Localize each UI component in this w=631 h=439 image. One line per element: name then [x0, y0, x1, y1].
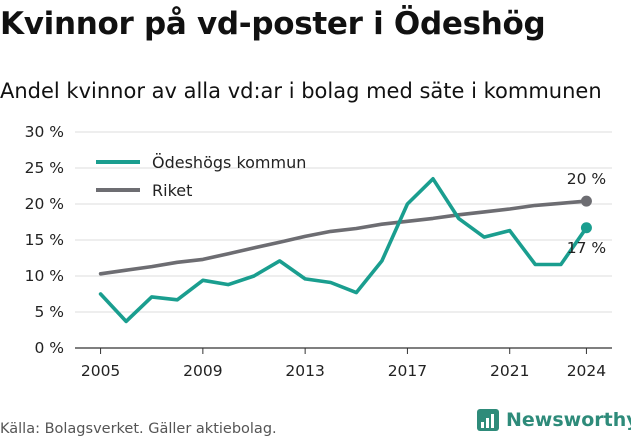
page-subtitle: Andel kvinnor av alla vd:ar i bolag med … — [0, 79, 602, 103]
x-tick-label: 2009 — [183, 362, 222, 380]
brand-name: Newsworthy — [506, 409, 631, 431]
x-tick-label: 2021 — [490, 362, 529, 380]
brand-logo: Newsworthy — [476, 408, 631, 432]
y-tick-label: 0 % — [34, 339, 64, 357]
newsworthy-icon — [477, 409, 499, 431]
line-chart: 0 %5 %10 %15 %20 %25 %30 % 2005 2009 2013 2… — [25, 123, 612, 380]
x-tick-label: 2013 — [285, 362, 324, 380]
source-note: Källa: Bolagsverket. Gäller aktiebolag. — [0, 421, 277, 437]
legend-label: Ödeshögs kommun — [152, 153, 306, 172]
end-labels: 20 % 17 % — [567, 170, 606, 257]
chart-legend: Ödeshögs kommun Riket — [96, 153, 306, 200]
end-value-label: 20 % — [567, 170, 606, 188]
y-tick-label: 25 % — [25, 159, 64, 177]
x-tick-label: 2017 — [388, 362, 427, 380]
y-tick-label: 10 % — [25, 267, 64, 285]
x-axis-ticks: 2005 2009 2013 2017 2021 2024 — [81, 348, 606, 380]
y-tick-label: 20 % — [25, 195, 64, 213]
y-tick-label: 5 % — [34, 303, 64, 321]
series-line — [98, 199, 589, 276]
chart-grid — [75, 131, 612, 349]
end-value-label: 17 % — [567, 239, 606, 257]
page-title: Kvinnor på vd-poster i Ödeshög — [0, 6, 546, 42]
x-tick-label: 2005 — [81, 362, 120, 380]
y-tick-label: 15 % — [25, 231, 64, 249]
y-axis-ticks: 0 % 5 % 10 % 15 % 20 % 25 % 30 % — [25, 123, 64, 357]
x-tick-label: 2024 — [567, 362, 606, 380]
y-tick-label: 30 % — [25, 123, 64, 141]
legend-label: Riket — [152, 181, 192, 200]
series-line — [98, 177, 589, 324]
series-end-point — [580, 222, 592, 234]
series-lines — [98, 177, 592, 324]
series-end-point — [580, 195, 592, 207]
